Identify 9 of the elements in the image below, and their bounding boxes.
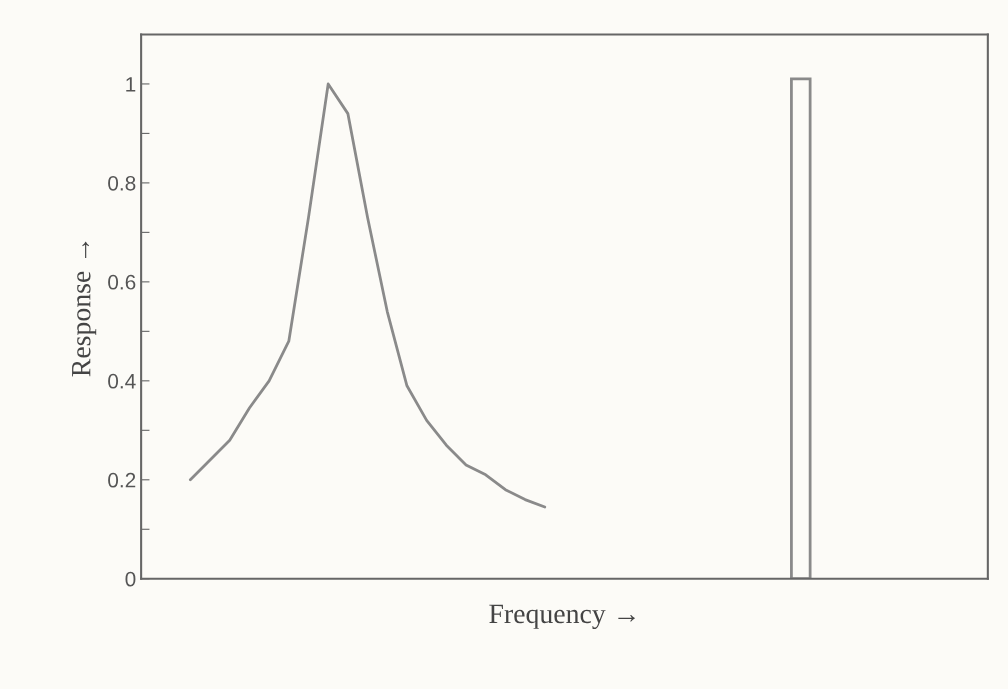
y-tick-label: 1 xyxy=(126,77,136,92)
y-axis-title: Response → xyxy=(72,241,97,377)
y-tick-label: 0.2 xyxy=(108,472,136,488)
y-tick-label: 0 xyxy=(125,571,136,587)
x-axis-title: Frequency → xyxy=(489,604,635,629)
y-tick-label: 0.6 xyxy=(108,274,136,290)
y-tick-label: 0.8 xyxy=(108,175,136,191)
line-series xyxy=(188,82,547,509)
y-tick-label: 0.4 xyxy=(108,373,136,389)
